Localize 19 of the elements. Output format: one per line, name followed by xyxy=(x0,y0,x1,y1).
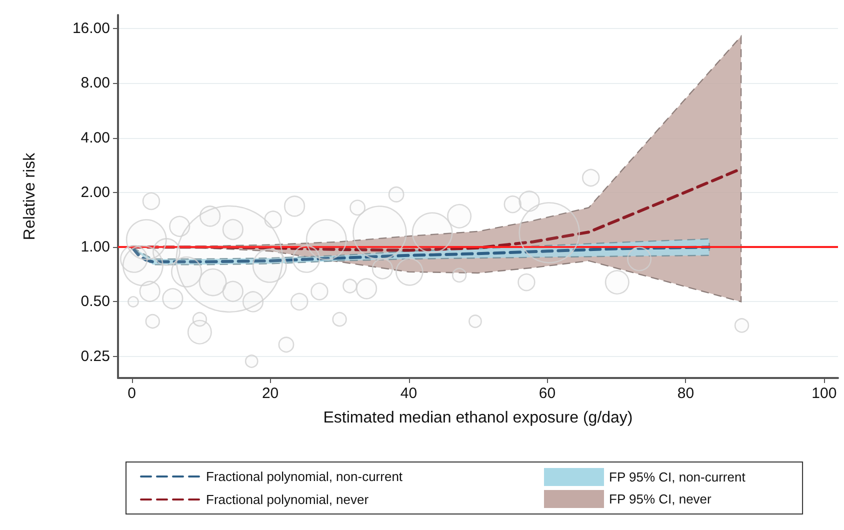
y-tick-label: 0.25 xyxy=(80,348,110,365)
y-tick-label: 1.00 xyxy=(80,238,110,256)
x-tick-label: 100 xyxy=(812,385,837,402)
y-tick-label: 8.00 xyxy=(80,74,110,92)
y-tick-label: 16.00 xyxy=(72,20,110,38)
y-tick-label: 0.50 xyxy=(80,293,110,310)
y-tick-label: 4.00 xyxy=(80,129,110,146)
legend-label: FP 95% CI, non-current xyxy=(609,470,746,484)
legend-label: Fractional polynomial, non-current xyxy=(206,469,403,484)
y-tick-label: 2.00 xyxy=(80,184,110,201)
legend-label: FP 95% CI, never xyxy=(609,492,712,506)
x-tick-label: 60 xyxy=(538,385,556,402)
legend-label: Fractional polynomial, never xyxy=(206,492,370,507)
x-tick-label: 0 xyxy=(128,385,136,402)
x-tick-label: 40 xyxy=(400,385,418,402)
x-tick-label: 80 xyxy=(677,385,694,402)
y-axis-title: Relative risk xyxy=(22,152,38,240)
x-tick-label: 20 xyxy=(262,385,279,402)
x-axis-title: Estimated median ethanol exposure (g/day) xyxy=(323,410,633,426)
